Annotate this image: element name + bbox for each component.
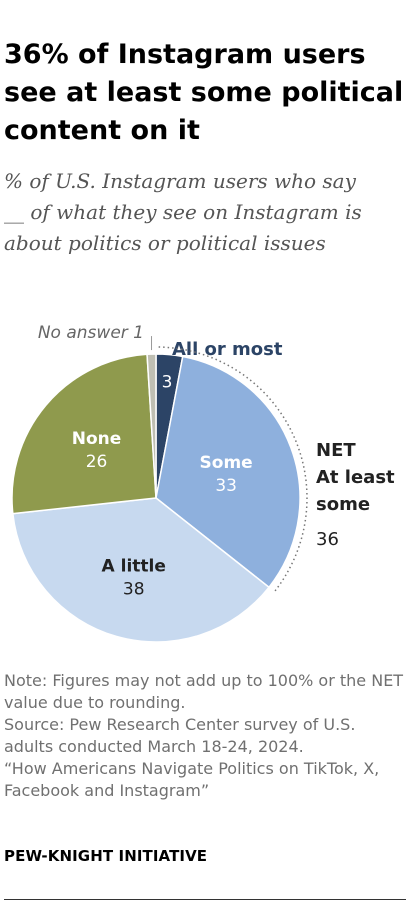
- pie-slice-none: [11, 353, 157, 515]
- pie-slice-a-little: [12, 497, 271, 643]
- bottom-divider: [4, 899, 406, 900]
- pie-slice-no-answer: [146, 353, 157, 499]
- slice-value-a-little: 38: [123, 580, 145, 600]
- note-text: Note: Figures may not add up to 100% or …: [4, 671, 404, 712]
- net-label-line-3: some: [316, 494, 370, 515]
- source-text: Source: Pew Research Center survey of U.…: [4, 715, 356, 756]
- pie-chart: Some 33 A little 38 None 26 3 All or most No ans…: [11, 323, 395, 643]
- slice-label-all-or-most: All or most: [172, 339, 283, 360]
- report-title: “How Americans Navigate Politics on TikT…: [4, 759, 380, 800]
- slice-label-some: Some: [200, 453, 253, 473]
- slice-value-none: 26: [86, 452, 108, 472]
- net-label-line-2: At least: [316, 467, 395, 488]
- net-value: 36: [316, 529, 339, 550]
- brand-label: PEW-KNIGHT INITIATIVE: [4, 847, 208, 865]
- slice-label-no-answer: No answer 1: [38, 323, 144, 343]
- slice-value-all-or-most: 3: [162, 372, 173, 392]
- pie-slice-some: [155, 355, 301, 589]
- chart-title: 36% of Instagram users see at least some…: [4, 39, 404, 146]
- slice-value-some: 33: [215, 476, 237, 496]
- net-label-line-1: NET: [316, 440, 356, 461]
- net-bracket: [158, 346, 308, 593]
- footnotes: Note: Figures may not add up to 100% or …: [4, 670, 406, 802]
- slice-label-none: None: [72, 429, 122, 449]
- chart-subtitle: % of U.S. Instagram users who say __ of …: [4, 169, 362, 255]
- slice-label-a-little: A little: [102, 557, 166, 577]
